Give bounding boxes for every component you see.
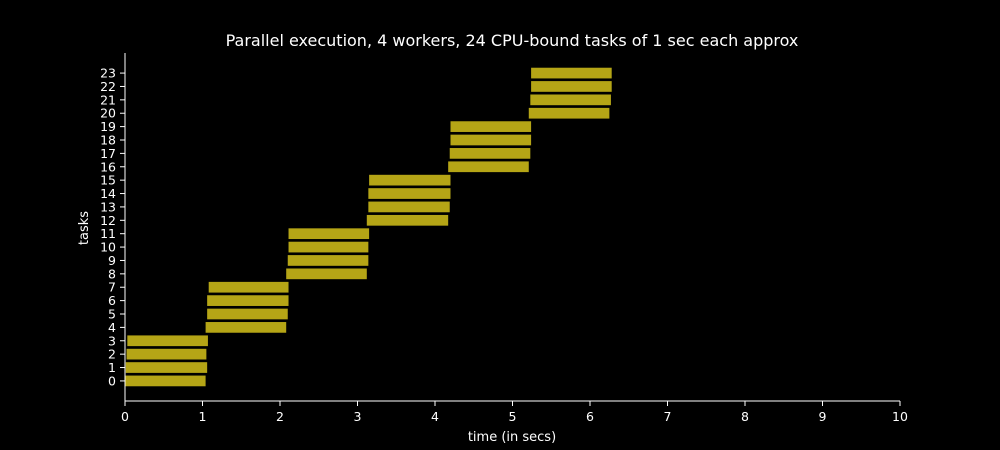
task-bar-19 bbox=[450, 121, 532, 132]
y-tick-label: 18 bbox=[100, 133, 116, 148]
task-bar-2 bbox=[126, 348, 207, 360]
y-tick-label: 10 bbox=[100, 240, 116, 255]
x-tick-label: 9 bbox=[819, 409, 827, 424]
y-tick-label: 4 bbox=[108, 320, 116, 335]
task-bar-16 bbox=[448, 161, 529, 173]
y-tick-label: 3 bbox=[108, 333, 116, 348]
task-bar-21 bbox=[530, 94, 611, 106]
task-bar-7 bbox=[208, 281, 289, 293]
task-bars bbox=[125, 67, 612, 387]
y-tick-label: 14 bbox=[100, 186, 116, 201]
task-bar-12 bbox=[366, 214, 449, 226]
task-bar-17 bbox=[449, 148, 531, 159]
task-bar-15 bbox=[369, 174, 451, 186]
x-axis-label: time (in secs) bbox=[468, 430, 556, 445]
x-tick-label: 5 bbox=[509, 409, 517, 424]
x-tick-label: 2 bbox=[276, 409, 284, 424]
y-tick-label: 8 bbox=[108, 266, 116, 281]
task-bar-10 bbox=[288, 241, 369, 253]
x-tick-label: 8 bbox=[741, 409, 749, 424]
y-tick-label: 20 bbox=[100, 106, 116, 121]
task-bar-4 bbox=[205, 322, 287, 333]
x-tick-label: 3 bbox=[354, 409, 362, 424]
task-bar-3 bbox=[127, 335, 208, 347]
task-bar-8 bbox=[286, 268, 367, 280]
y-tick-label: 12 bbox=[100, 213, 116, 228]
y-tick-label: 7 bbox=[108, 280, 116, 295]
y-tick-label: 13 bbox=[100, 199, 116, 214]
task-bar-18 bbox=[450, 134, 532, 146]
x-axis-ticks: 0 1 2 3 4 5 6 7 8 9 10 bbox=[121, 401, 908, 424]
y-tick-label: 21 bbox=[100, 92, 116, 107]
x-tick-label: 0 bbox=[121, 409, 129, 424]
y-tick-label: 16 bbox=[100, 159, 116, 174]
task-bar-11 bbox=[288, 228, 370, 240]
task-bar-5 bbox=[207, 308, 288, 320]
task-bar-1 bbox=[125, 362, 208, 373]
task-bar-23 bbox=[531, 67, 612, 79]
task-bar-14 bbox=[368, 188, 451, 199]
y-tick-label: 0 bbox=[108, 373, 116, 388]
y-tick-label: 15 bbox=[100, 173, 116, 188]
y-tick-label: 5 bbox=[108, 307, 116, 322]
x-tick-label: 10 bbox=[892, 409, 908, 424]
task-bar-22 bbox=[531, 81, 612, 92]
x-tick-label: 4 bbox=[431, 409, 439, 424]
y-tick-label: 19 bbox=[100, 119, 116, 134]
task-bar-13 bbox=[368, 201, 450, 213]
y-tick-label: 11 bbox=[100, 226, 116, 241]
task-bar-9 bbox=[287, 255, 369, 266]
task-bar-0 bbox=[125, 375, 206, 387]
y-tick-label: 17 bbox=[100, 146, 116, 161]
y-tick-label: 2 bbox=[108, 347, 116, 362]
x-tick-label: 7 bbox=[664, 409, 672, 424]
y-tick-label: 22 bbox=[100, 79, 116, 94]
task-bar-20 bbox=[528, 107, 610, 119]
y-tick-label: 23 bbox=[100, 66, 116, 81]
y-axis-label: tasks bbox=[77, 211, 92, 245]
y-tick-label: 9 bbox=[108, 253, 116, 268]
task-bar-6 bbox=[207, 295, 289, 306]
chart-title: Parallel execution, 4 workers, 24 CPU-bo… bbox=[226, 31, 799, 50]
y-tick-label: 1 bbox=[108, 360, 116, 375]
x-tick-label: 1 bbox=[199, 409, 207, 424]
y-tick-label: 6 bbox=[108, 293, 116, 308]
x-tick-label: 6 bbox=[586, 409, 594, 424]
